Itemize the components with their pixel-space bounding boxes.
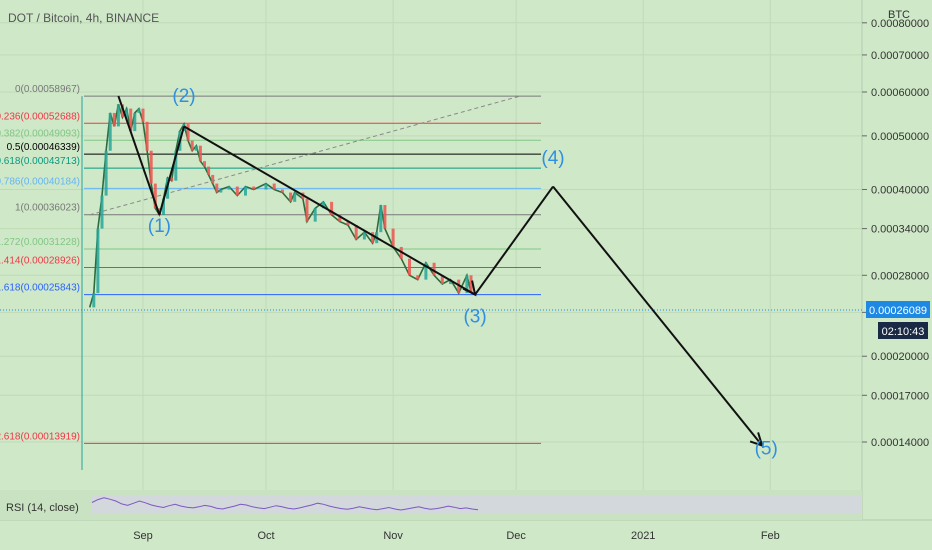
- fib-label: 0(0.00058967): [15, 84, 80, 95]
- wave-label: (1): [148, 216, 171, 237]
- time-tick-label: Dec: [506, 530, 526, 542]
- candle: [117, 104, 120, 126]
- candle: [207, 167, 210, 175]
- candle: [228, 187, 231, 190]
- candle: [211, 175, 214, 184]
- candle: [137, 109, 140, 113]
- candle: [105, 151, 108, 196]
- fib-label: 0.5(0.00046339): [7, 142, 80, 153]
- candle: [379, 205, 382, 232]
- candle: [408, 259, 411, 276]
- time-tick-label: 2021: [631, 530, 655, 542]
- time-tick-label: Oct: [257, 530, 274, 542]
- candle: [314, 208, 317, 221]
- candle: [273, 184, 276, 190]
- candle: [383, 205, 386, 229]
- candle: [306, 199, 309, 222]
- price-tick-label: 0.00040000: [871, 185, 929, 197]
- candle: [265, 184, 268, 190]
- candle: [252, 187, 255, 190]
- candle: [215, 184, 218, 193]
- candle: [289, 193, 292, 202]
- price-tick-label: 0.00017000: [871, 390, 929, 402]
- candle: [109, 113, 112, 151]
- candle: [142, 109, 145, 122]
- candle: [191, 141, 194, 151]
- candle: [133, 113, 136, 131]
- price-tick-label: 0.00060000: [871, 87, 929, 99]
- time-tick-label: Sep: [133, 530, 153, 542]
- chart-title: DOT / Bitcoin, 4h, BINANCE: [8, 11, 159, 25]
- fib-label: 0.618(0.00043713): [0, 156, 80, 167]
- candle: [281, 190, 284, 193]
- fib-label: 1.272(0.00031228): [0, 237, 80, 248]
- fib-label: 1(0.00036023): [15, 203, 80, 214]
- price-tick-label: 0.00020000: [871, 351, 929, 363]
- rsi-band: [92, 496, 862, 514]
- candle: [433, 263, 436, 276]
- candle: [363, 232, 366, 239]
- candle: [195, 146, 198, 151]
- candle: [187, 124, 190, 141]
- wave-label: (4): [541, 148, 564, 169]
- candle: [236, 187, 239, 196]
- candle: [170, 178, 173, 181]
- fib-label: 0.382(0.00049093): [0, 128, 80, 139]
- candle: [293, 193, 296, 202]
- candle: [219, 190, 222, 193]
- currency-label: BTC: [888, 9, 910, 21]
- price-tick-label: 0.00014000: [871, 437, 929, 449]
- price-tick-label: 0.00070000: [871, 50, 929, 62]
- candle: [199, 146, 202, 162]
- candle: [101, 196, 104, 229]
- candle: [416, 275, 419, 279]
- price-tick-label: 0.00050000: [871, 131, 929, 143]
- candle: [113, 113, 116, 126]
- wave-label: (2): [172, 86, 195, 107]
- fib-label: 1.414(0.00028926): [0, 255, 80, 266]
- candle: [146, 122, 149, 151]
- wave-label: (5): [755, 438, 778, 459]
- price-tick-label: 0.00028000: [871, 270, 929, 282]
- candle: [244, 187, 247, 196]
- fib-label: 1.618(0.00025843): [0, 283, 80, 294]
- candle: [392, 229, 395, 247]
- price-tick-label: 0.00034000: [871, 224, 929, 236]
- candle: [203, 161, 206, 166]
- candle: [96, 229, 99, 294]
- fib-label: 2.618(0.00013919): [0, 431, 80, 442]
- countdown-label: 02:10:43: [882, 326, 925, 338]
- rsi-label: RSI (14, close): [6, 502, 79, 514]
- time-tick-label: Nov: [383, 530, 403, 542]
- fib-label: 0.786(0.00040184): [0, 176, 80, 187]
- candle: [150, 151, 153, 184]
- last-price-label: 0.00026089: [869, 305, 927, 317]
- candle: [92, 293, 95, 307]
- fib-label: 0.236(0.00052688): [0, 111, 80, 122]
- time-tick-label: Feb: [761, 530, 780, 542]
